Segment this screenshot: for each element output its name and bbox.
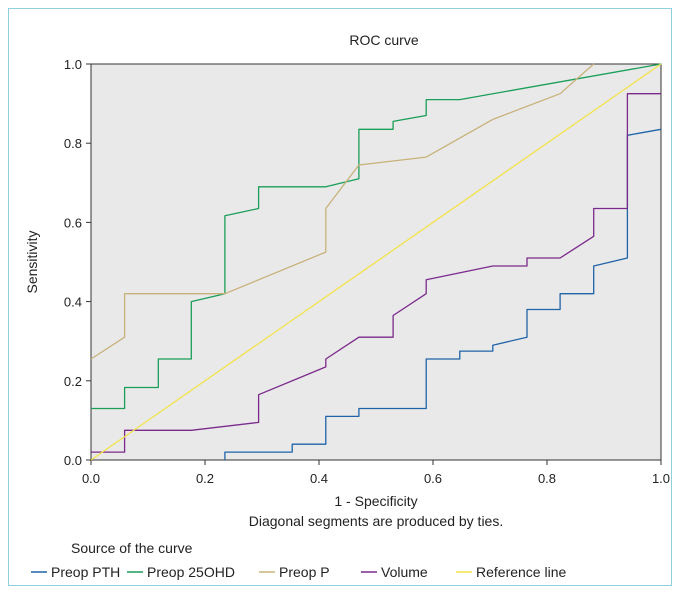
y-tick-label: 0.2	[64, 374, 82, 389]
x-tick-label: 0.2	[196, 471, 214, 486]
x-tick-label: 0.0	[82, 471, 100, 486]
y-tick-label: 1.0	[64, 57, 82, 72]
x-axis-label: 1 - Specificity	[334, 493, 417, 509]
legend-label-volume: Volume	[381, 564, 428, 580]
x-tick-label: 0.4	[310, 471, 328, 486]
footnote: Diagonal segments are produced by ties.	[249, 513, 503, 529]
legend-label-preop-25ohd: Preop 25OHD	[147, 564, 235, 580]
axis-layer: 0.0 0.2 0.4 0.6 0.8 1.0 0.0 0.2 0.4 0.6 0.8 1.0	[64, 57, 670, 486]
legend-label-preop-pth: Preop PTH	[51, 564, 120, 580]
x-tick-label: 0.8	[538, 471, 556, 486]
legend-label-reference-line: Reference line	[476, 564, 566, 580]
y-tick-label: 0.4	[64, 295, 82, 310]
series-line-preop-p	[90, 63, 595, 360]
y-axis-label: Sensitivity	[24, 230, 40, 293]
x-tick-label: 0.6	[424, 471, 442, 486]
series-line-reference-line	[90, 63, 662, 461]
roc-figure: ROC curve 0.0 0.2 0.4 0.6 0.8 1.0 0.0 0.2 0.4 0.6…	[8, 8, 672, 586]
x-tick-label: 1.0	[652, 471, 670, 486]
legend: Preop PTH Preop 25OHD Preop P Volume Referen…	[31, 564, 566, 580]
y-tick-label: 0.0	[64, 453, 82, 468]
series-line-preop-25ohd	[91, 63, 662, 410]
legend-title: Source of the curve	[71, 540, 193, 556]
chart-title: ROC curve	[349, 32, 418, 48]
series-layer	[90, 63, 662, 461]
legend-label-preop-p: Preop P	[279, 564, 330, 580]
series-line-preop-pth	[224, 128, 662, 460]
roc-chart: ROC curve 0.0 0.2 0.4 0.6 0.8 1.0 0.0 0.2 0.4 0.6…	[24, 32, 670, 580]
series-line-volume	[91, 93, 661, 453]
y-tick-label: 0.8	[64, 136, 82, 151]
y-tick-label: 0.6	[64, 215, 82, 230]
